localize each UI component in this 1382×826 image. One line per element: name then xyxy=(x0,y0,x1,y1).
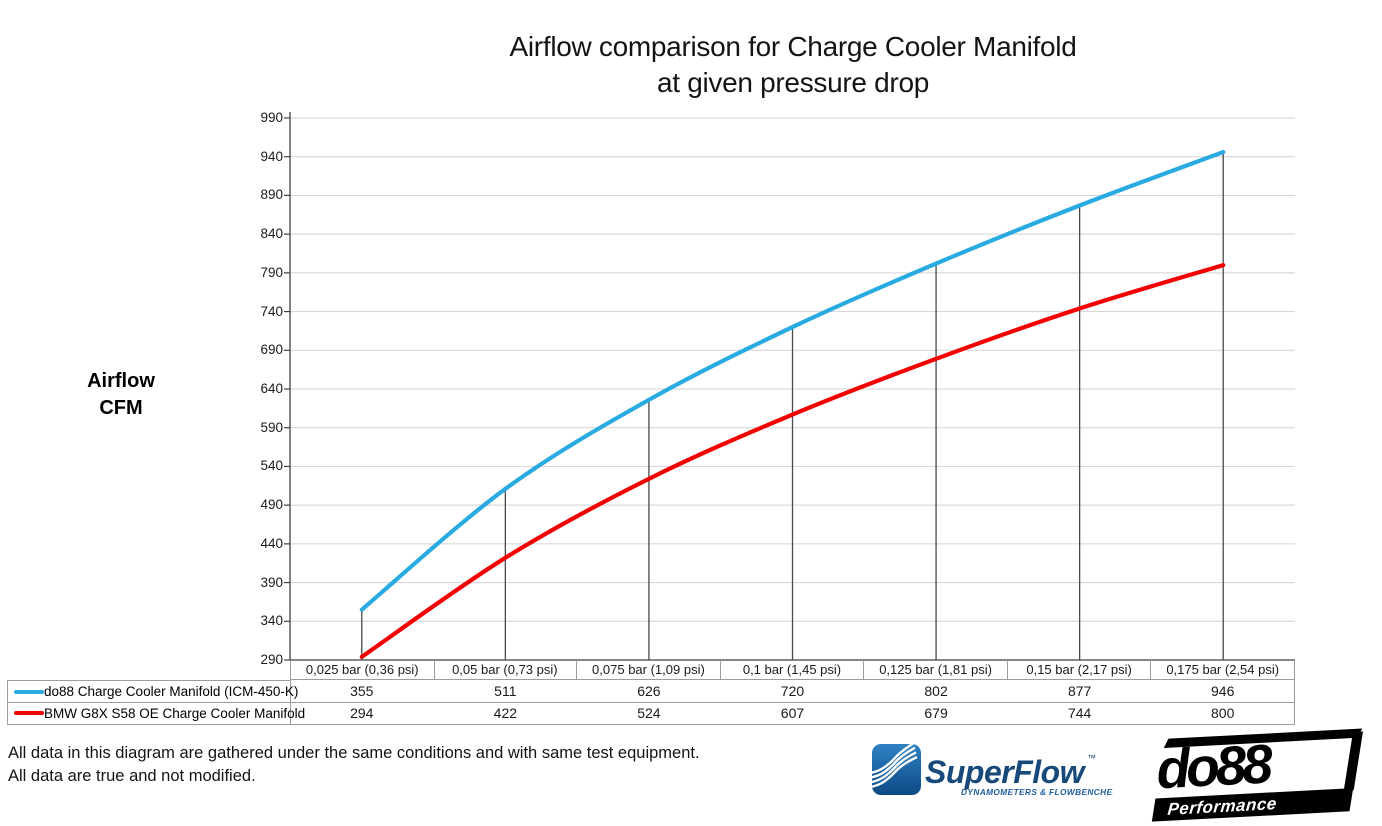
y-axis-label-line1: Airflow xyxy=(87,370,155,392)
y-tick-label: 290 xyxy=(260,652,283,667)
chart-title-line2: at given pressure drop xyxy=(656,67,929,98)
chart-title-line1: Airflow comparison for Charge Cooler Man… xyxy=(509,31,1077,62)
table-value-cell: 800 xyxy=(1151,702,1295,725)
x-category-label: 0,05 bar (0,73 psi) xyxy=(433,660,578,680)
disclaimer-line2: All data are true and not modified. xyxy=(8,766,256,785)
y-tick-label: 540 xyxy=(260,458,283,474)
do88-logo-right-bar xyxy=(1343,731,1363,791)
series-line-bmw xyxy=(359,263,1226,660)
x-category-label: 0,025 bar (0,36 psi) xyxy=(290,660,435,680)
table-value-cell: 946 xyxy=(1151,680,1295,703)
table-value-cell: 422 xyxy=(433,702,578,725)
disclaimer-line1: All data in this diagram are gathered un… xyxy=(8,744,700,762)
table-value-cell: 877 xyxy=(1007,680,1152,703)
x-category-label: 0,125 bar (1,81 psi) xyxy=(864,660,1008,680)
table-value-cell: 511 xyxy=(433,680,578,703)
chart-title: Airflow comparison for Charge Cooler Man… xyxy=(510,29,1077,101)
table-value-cell: 744 xyxy=(1007,702,1152,725)
y-tick-label: 390 xyxy=(260,574,283,590)
superflow-flow-lines-icon xyxy=(872,744,921,795)
table-value-cell: 355 xyxy=(290,680,434,703)
series-line-do88 xyxy=(359,149,1226,612)
y-tick-label: 490 xyxy=(260,497,283,513)
y-tick-label: 790 xyxy=(260,264,283,280)
table-value-cell: 524 xyxy=(577,702,721,725)
legend-line-swatch xyxy=(14,689,44,694)
y-tick-label: 890 xyxy=(260,187,283,203)
superflow-wordmark: SuperFlow xyxy=(925,754,1087,790)
y-tick-label: 690 xyxy=(260,342,283,358)
legend-row-do88: do88 Charge Cooler Manifold (ICM-450-K) xyxy=(7,680,298,703)
table-value-cell: 720 xyxy=(720,680,865,703)
superflow-tagline: DYNAMOMETERS & FLOWBENCHES xyxy=(961,787,1113,797)
y-tick-label: 590 xyxy=(260,419,283,435)
table-value-cell: 679 xyxy=(864,702,1008,725)
do88-wordmark: do88 xyxy=(1154,732,1271,801)
do88-tagline: Performance xyxy=(1166,793,1278,819)
y-tick-label: 340 xyxy=(260,613,283,629)
x-category-label: 0,175 bar (2,54 psi) xyxy=(1151,660,1295,680)
x-category-label: 0,075 bar (1,09 psi) xyxy=(577,660,721,680)
table-value-cell: 802 xyxy=(864,680,1008,703)
legend-line-swatch xyxy=(14,711,44,715)
y-tick-label: 990 xyxy=(260,110,283,125)
y-tick-label: 440 xyxy=(260,535,283,551)
y-tick-label: 940 xyxy=(260,148,283,164)
table-value-cell: 607 xyxy=(720,702,865,725)
y-axis-label: Airflow CFM xyxy=(55,368,187,422)
superflow-logo: SuperFlow ™ DYNAMOMETERS & FLOWBENCHES xyxy=(872,744,1113,797)
y-tick-label: 640 xyxy=(260,381,283,396)
y-tick-label: 840 xyxy=(260,226,283,242)
y-axis-label-line2: CFM xyxy=(99,397,143,419)
disclaimer-text: All data in this diagram are gathered un… xyxy=(8,742,700,787)
superflow-trademark: ™ xyxy=(1087,753,1096,763)
x-category-label: 0,15 bar (2,17 psi) xyxy=(1007,660,1152,680)
legend-row-bmw: BMW G8X S58 OE Charge Cooler Manifold xyxy=(7,702,305,725)
legend-series-name: BMW G8X S58 OE Charge Cooler Manifold xyxy=(44,705,306,721)
table-value-cell: 294 xyxy=(290,702,434,725)
legend-series-name: do88 Charge Cooler Manifold (ICM-450-K) xyxy=(44,684,299,699)
table-value-cell: 626 xyxy=(577,680,721,703)
data-table: 0,025 bar (0,36 psi) 0,05 bar (0,73 psi) 0… xyxy=(7,660,1299,728)
do88-logo: do88 Performance xyxy=(1150,727,1368,824)
y-tick-label: 740 xyxy=(260,303,283,319)
x-category-label: 0,1 bar (1,45 psi) xyxy=(720,660,865,680)
